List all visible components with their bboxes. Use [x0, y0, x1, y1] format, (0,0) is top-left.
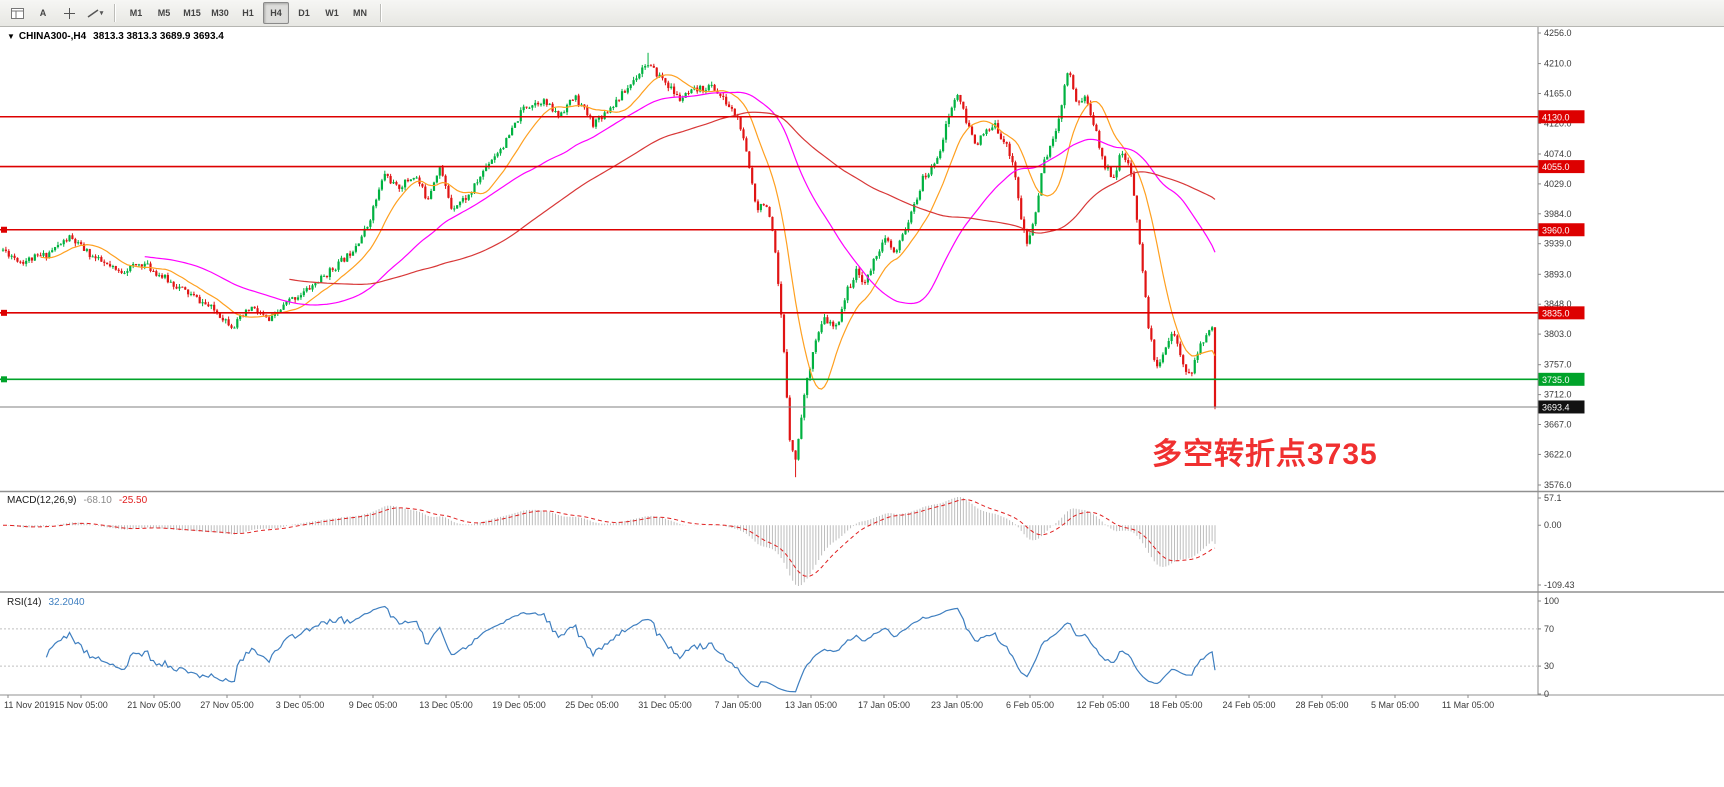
macd-label-row: MACD(12,26,9) -68.10 -25.50	[7, 495, 154, 506]
svg-text:13 Jan 05:00: 13 Jan 05:00	[785, 700, 837, 710]
macd-label: MACD(12,26,9)	[7, 495, 77, 506]
svg-text:30: 30	[1544, 661, 1554, 671]
timeframe-w1-button[interactable]: W1	[325, 8, 339, 18]
moving-average-14	[40, 74, 1216, 390]
svg-text:3893.0: 3893.0	[1544, 269, 1572, 279]
svg-text:24 Feb 05:00: 24 Feb 05:00	[1222, 700, 1275, 710]
rsi-panel: 100 70 30 0	[0, 596, 1559, 699]
tiles-icon	[10, 7, 24, 19]
chart-window-button[interactable]	[5, 2, 29, 24]
chart-canvas[interactable]: 4256.0 4210.0 4165.0 4120.0 4074.0 4029.0 3984…	[0, 27, 1724, 787]
svg-text:100: 100	[1544, 596, 1559, 606]
svg-text:3835.0: 3835.0	[1542, 308, 1570, 318]
chevron-down-icon: ▾	[99, 10, 104, 17]
svg-text:57.1: 57.1	[1544, 493, 1562, 503]
macd-value-signal: -25.50	[118, 495, 148, 506]
svg-text:4055.0: 4055.0	[1542, 162, 1570, 172]
chart-header: ▼ CHINA300-,H4 3813.3 3813.3 3689.9 3693.4	[7, 31, 224, 42]
timeframe-m5-button[interactable]: M5	[157, 8, 171, 18]
svg-text:3960.0: 3960.0	[1542, 225, 1570, 235]
svg-text:4029.0: 4029.0	[1544, 179, 1572, 189]
price-axis: 4256.0 4210.0 4165.0 4120.0 4074.0 4029.0 3984…	[1537, 27, 1572, 695]
svg-text:3622.0: 3622.0	[1544, 449, 1572, 459]
timeframe-mn-button[interactable]: MN	[353, 8, 367, 18]
svg-text:7 Jan 05:00: 7 Jan 05:00	[714, 700, 761, 710]
timeframe-h1-button[interactable]: H1	[242, 8, 254, 18]
svg-text:31 Dec 05:00: 31 Dec 05:00	[638, 700, 692, 710]
svg-text:3939.0: 3939.0	[1544, 239, 1572, 249]
rsi-value: 32.2040	[48, 597, 85, 608]
svg-text:3848.0: 3848.0	[1544, 299, 1572, 309]
time-axis: 11 Nov 2019 15 Nov 05:00 21 Nov 05:00 27 No…	[4, 695, 1494, 710]
crosshair-icon	[63, 7, 75, 19]
svg-text:4074.0: 4074.0	[1544, 149, 1572, 159]
svg-text:3576.0: 3576.0	[1544, 480, 1572, 490]
svg-text:3803.0: 3803.0	[1544, 329, 1572, 339]
timeframe-h4-button[interactable]: H4	[263, 2, 289, 24]
svg-text:3667.0: 3667.0	[1544, 420, 1572, 430]
svg-text:3735.0: 3735.0	[1542, 375, 1570, 385]
svg-text:3757.0: 3757.0	[1544, 360, 1572, 370]
svg-text:13 Dec 05:00: 13 Dec 05:00	[419, 700, 473, 710]
svg-text:11 Mar 05:00: 11 Mar 05:00	[1442, 700, 1494, 710]
svg-text:3984.0: 3984.0	[1544, 209, 1572, 219]
toolbar: A ▾ M1 M5 M15 M30 H1 H4 D1 W1 MN	[0, 0, 1724, 27]
svg-text:9 Dec 05:00: 9 Dec 05:00	[349, 700, 398, 710]
svg-text:21 Nov 05:00: 21 Nov 05:00	[127, 700, 181, 710]
horizontal-lines[interactable]: 4130.0 4055.0 3960.0 3835.0 3735.0	[0, 110, 1585, 386]
svg-text:12 Feb 05:00: 12 Feb 05:00	[1076, 700, 1129, 710]
timeframe-m15-button[interactable]: M15	[183, 8, 201, 18]
trendline-tool-button[interactable]: ▾	[83, 2, 107, 24]
svg-text:17 Jan 05:00: 17 Jan 05:00	[858, 700, 910, 710]
svg-text:3693.4: 3693.4	[1542, 402, 1570, 412]
svg-text:15 Nov 05:00: 15 Nov 05:00	[54, 700, 108, 710]
toolbar-separator-2	[380, 4, 382, 22]
moving-average-50	[144, 91, 1216, 306]
collapse-triangle-icon[interactable]: ▼	[7, 32, 15, 41]
chart-annotation-text[interactable]: 多空转折点3735	[1152, 438, 1378, 471]
macd-value-main: -68.10	[83, 495, 112, 506]
svg-text:28 Feb 05:00: 28 Feb 05:00	[1295, 700, 1348, 710]
text-tool-label: A	[39, 8, 47, 18]
svg-text:-109.43: -109.43	[1544, 580, 1575, 590]
svg-text:11 Nov 2019: 11 Nov 2019	[4, 700, 54, 710]
timeframe-m30-button[interactable]: M30	[211, 8, 229, 18]
svg-text:3712.0: 3712.0	[1544, 390, 1572, 400]
rsi-label-row: RSI(14) 32.2040	[7, 597, 92, 608]
svg-text:19 Dec 05:00: 19 Dec 05:00	[492, 700, 546, 710]
moving-average-100	[289, 111, 1216, 285]
timeframe-d1-button[interactable]: D1	[298, 8, 310, 18]
svg-text:4210.0: 4210.0	[1544, 59, 1572, 69]
svg-text:0.00: 0.00	[1544, 520, 1562, 530]
svg-text:6 Feb 05:00: 6 Feb 05:00	[1006, 700, 1054, 710]
ohlc-values: 3813.3 3813.3 3689.9 3693.4	[93, 31, 224, 42]
svg-text:4130.0: 4130.0	[1542, 112, 1570, 122]
svg-text:5 Mar 05:00: 5 Mar 05:00	[1371, 700, 1419, 710]
svg-text:70: 70	[1544, 624, 1554, 634]
svg-text:4165.0: 4165.0	[1544, 88, 1572, 98]
svg-text:0: 0	[1544, 689, 1549, 699]
toolbar-separator	[114, 4, 116, 22]
rsi-label: RSI(14)	[7, 597, 42, 608]
trendline-icon	[87, 8, 99, 18]
svg-text:23 Jan 05:00: 23 Jan 05:00	[931, 700, 983, 710]
text-tool-button[interactable]: A	[31, 2, 55, 24]
timeframe-group: M1 M5 M15 M30 H1 H4 D1 W1 MN	[122, 2, 374, 24]
macd-panel: 57.1 0.00 -109.43	[2, 493, 1575, 590]
symbol-timeframe-label: CHINA300-,H4	[18, 31, 87, 42]
svg-text:25 Dec 05:00: 25 Dec 05:00	[565, 700, 619, 710]
crosshair-tool-button[interactable]	[57, 2, 81, 24]
timeframe-m1-button[interactable]: M1	[129, 8, 143, 18]
rsi-line	[45, 605, 1216, 693]
svg-text:4120.0: 4120.0	[1544, 118, 1572, 128]
current-price-badge	[1538, 400, 1585, 414]
svg-text:3 Dec 05:00: 3 Dec 05:00	[276, 700, 325, 710]
svg-text:18 Feb 05:00: 18 Feb 05:00	[1149, 700, 1202, 710]
svg-text:4256.0: 4256.0	[1544, 28, 1572, 38]
svg-text:27 Nov 05:00: 27 Nov 05:00	[200, 700, 254, 710]
